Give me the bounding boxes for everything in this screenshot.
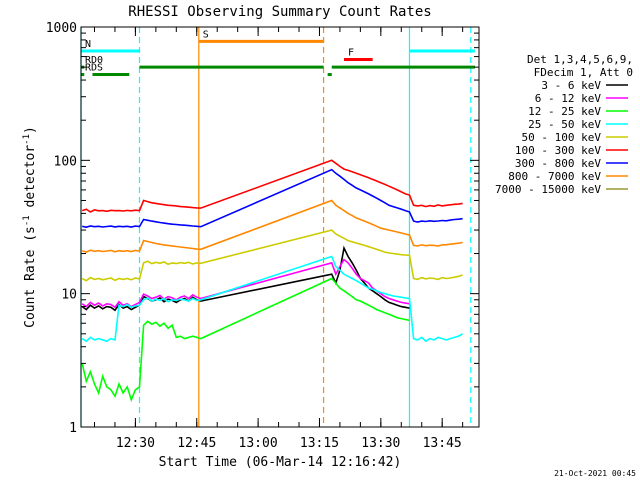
y-axis-label-part-2: detector (23, 145, 38, 216)
series-line-6 (82, 168, 463, 229)
x-tick-label-4: 13:30 (361, 436, 400, 451)
legend-label-3: 25 - 50 keV (528, 118, 601, 131)
legend-label-6: 300 - 800 keV (515, 157, 601, 170)
x-tick-label-1: 12:45 (177, 436, 216, 451)
legend-label-5: 100 - 300 keV (515, 144, 601, 157)
y-axis-label-part-1: Count Rate (s (23, 226, 38, 328)
legend-label-7: 800 - 7000 keV (508, 170, 601, 183)
x-tick-label-5: 13:45 (423, 436, 462, 451)
footer-timestamp: 21-Oct-2021 00:45 (554, 469, 636, 478)
x-tick-label-0: 12:30 (116, 436, 155, 451)
legend-label-2: 12 - 25 keV (528, 105, 601, 118)
chart-title: RHESSI Observing Summary Count Rates (128, 4, 431, 20)
x-tick-label-3: 13:15 (300, 436, 339, 451)
state-label-2: F (348, 48, 354, 59)
y-tick-label-1: 10 (61, 288, 77, 303)
y-tick-label-2: 100 (54, 154, 77, 169)
y-tick-label-3: 1000 (46, 21, 77, 36)
series-line-5 (81, 159, 463, 213)
legend-header-0: Det 1,3,4,5,6,9, (527, 53, 633, 66)
series-line-7 (81, 199, 463, 253)
state-label-4: RDS (85, 63, 103, 74)
series-line-4 (81, 229, 463, 282)
state-label-1: S (203, 29, 209, 40)
series-line-2 (81, 277, 410, 403)
y-axis-label: Count Rate (s-1 detector-1) (22, 126, 38, 328)
legend-header-1: FDecim 1, Att 0 (534, 66, 633, 79)
series-line-3 (81, 255, 464, 343)
y-axis-label-part-3: ) (23, 126, 38, 134)
legend-label-0: 3 - 6 keV (541, 79, 601, 92)
series-group (81, 159, 464, 403)
legend-label-1: 6 - 12 keV (535, 92, 602, 105)
y-axis-label-sup-1: -1 (22, 215, 32, 226)
y-tick-label-0: 1 (69, 421, 77, 436)
legend: Det 1,3,4,5,6,9,FDecim 1, Att 03 - 6 keV… (495, 53, 633, 196)
state-label-0: N (85, 39, 91, 50)
state-label-3: RD0 (85, 55, 103, 66)
x-axis-label: Start Time (06-Mar-14 12:16:42) (159, 455, 402, 470)
x-tick-label-2: 13:00 (239, 436, 278, 451)
axes-group: 1 10 100 1000 12:30 12:45 13:00 13:15 13:30 13:45 (46, 21, 479, 451)
legend-label-8: 7000 - 15000 keV (495, 183, 601, 196)
plot-frame (80, 26, 480, 428)
legend-label-4: 50 - 100 keV (522, 131, 602, 144)
y-axis-label-sup-2: -1 (22, 134, 32, 145)
